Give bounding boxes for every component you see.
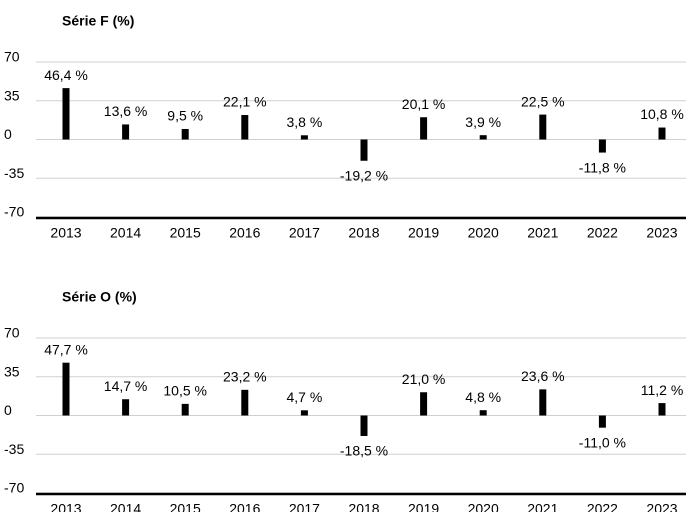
data-label: 23,2 %	[223, 369, 267, 385]
chart-title: Série O (%)	[62, 289, 137, 305]
x-tick-label: 2017	[289, 501, 320, 512]
x-tick-label: 2022	[587, 501, 618, 512]
y-tick-label: 0	[4, 402, 12, 418]
bar	[181, 403, 189, 416]
bar	[539, 389, 547, 416]
data-label: 3,8 %	[286, 114, 322, 130]
bar	[598, 139, 606, 153]
bar	[360, 139, 368, 161]
x-tick-label: 2016	[229, 501, 260, 512]
data-label: 14,7 %	[104, 378, 148, 394]
y-tick-label: -70	[4, 480, 24, 496]
x-tick-label: 2020	[468, 501, 499, 512]
bar	[539, 114, 547, 140]
data-label: 4,7 %	[286, 389, 322, 405]
data-label: 21,0 %	[402, 371, 446, 387]
data-label: -11,0 %	[579, 434, 626, 450]
x-tick-label: 2022	[587, 225, 618, 241]
x-tick-label: 2018	[348, 225, 379, 241]
bar	[479, 135, 487, 140]
data-label: 3,9 %	[465, 114, 501, 130]
bar	[62, 88, 70, 140]
bar	[300, 410, 308, 416]
bar	[241, 115, 249, 140]
x-tick-label: 2013	[50, 225, 81, 241]
x-tick-label: 2018	[348, 501, 379, 512]
bar	[479, 410, 487, 416]
data-label: -11,8 %	[579, 159, 626, 175]
x-tick-label: 2020	[468, 225, 499, 241]
data-label: -18,5 %	[340, 443, 388, 459]
bar	[658, 403, 666, 416]
x-tick-label: 2015	[170, 501, 201, 512]
bar	[300, 135, 308, 140]
x-tick-label: 2017	[289, 225, 320, 241]
bar	[360, 415, 368, 436]
x-tick-label: 2014	[110, 225, 141, 241]
bar	[181, 128, 189, 140]
bar	[122, 124, 130, 140]
data-label: 20,1 %	[402, 96, 446, 112]
y-tick-label: -35	[4, 165, 24, 181]
x-tick-label: 2015	[170, 225, 201, 241]
x-tick-label: 2019	[408, 225, 439, 241]
y-tick-label: -35	[4, 441, 24, 457]
data-label: 23,6 %	[521, 368, 565, 384]
x-tick-label: 2019	[408, 501, 439, 512]
data-label: 47,7 %	[44, 341, 88, 357]
y-tick-label: 70	[4, 49, 20, 65]
data-label: 10,8 %	[640, 106, 684, 122]
bar	[658, 127, 666, 140]
x-tick-label: 2014	[110, 501, 141, 512]
x-tick-label: 2013	[50, 501, 81, 512]
data-label: 9,5 %	[167, 108, 203, 124]
data-label: 4,8 %	[465, 389, 501, 405]
data-label: 22,5 %	[521, 93, 565, 109]
bar	[241, 389, 249, 416]
y-tick-label: 70	[4, 325, 20, 341]
data-label: 13,6 %	[104, 103, 148, 119]
y-tick-label: 35	[4, 363, 20, 379]
data-label: 22,1 %	[223, 94, 267, 110]
y-tick-label: 0	[4, 126, 12, 142]
bar	[122, 399, 130, 416]
chart-title: Série F (%)	[62, 13, 134, 29]
bar	[62, 362, 70, 416]
bar	[420, 117, 428, 140]
data-label: -19,2 %	[340, 167, 388, 183]
y-tick-label: 35	[4, 87, 20, 103]
x-tick-label: 2021	[527, 501, 558, 512]
data-label: 10,5 %	[163, 383, 207, 399]
data-label: 46,4 %	[44, 67, 88, 83]
x-tick-label: 2016	[229, 225, 260, 241]
x-tick-label: 2023	[646, 501, 677, 512]
bar	[420, 392, 428, 416]
y-tick-label: -70	[4, 204, 24, 220]
bar	[598, 415, 606, 428]
data-label: 11,2 %	[641, 382, 684, 398]
x-tick-label: 2021	[527, 225, 558, 241]
x-tick-label: 2023	[646, 225, 677, 241]
